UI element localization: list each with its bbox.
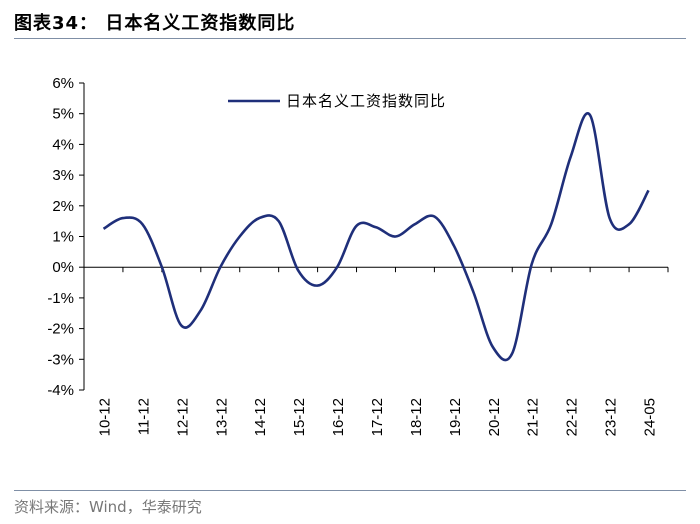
chart-legend: 日本名义工资指数同比 [228,92,446,110]
x-tick-label: 21-12 [525,398,542,436]
y-tick-label: 3% [52,167,74,184]
x-tick-label: 13-12 [213,398,230,436]
chart-ticks: -4% -3% -2% -1% 0% 1% 2% 3% 4% 5% 6% 10-12 11-12 12-1… [47,75,669,436]
y-tick-label: -1% [47,290,74,307]
x-tick-label: 12-12 [174,398,191,436]
x-tick-label: 22-12 [564,398,581,436]
title-divider [14,38,686,39]
x-tick-label: 18-12 [408,398,425,436]
x-tick-label: 11-12 [135,398,152,435]
x-tick-label: 17-12 [369,398,386,436]
y-tick-label: 4% [52,136,74,153]
x-tick-label: 19-12 [447,398,464,436]
y-tick-label: 2% [52,198,74,215]
footer-divider [14,490,686,491]
y-tick-label: -4% [47,382,74,399]
figure-title: 图表34： 日本名义工资指数同比 [14,13,296,34]
line-chart: -4% -3% -2% -1% 0% 1% 2% 3% 4% 5% 6% 10-12 11-12 12-1… [47,75,669,436]
source-note: 资料来源：Wind，华泰研究 [14,498,202,516]
chart-series [102,112,650,362]
series-line [102,112,650,362]
x-tick-label: 10-12 [96,398,113,436]
x-tick-label: 14-12 [252,398,269,436]
x-tick-label: 20-12 [486,398,503,436]
y-tick-label: -2% [47,321,74,338]
y-tick-label: 6% [52,75,74,92]
x-tick-label: 16-12 [330,398,347,436]
x-tick-label: 24-05 [642,398,659,436]
y-tick-label: 5% [52,106,74,123]
x-tick-label: 23-12 [603,398,620,436]
y-tick-label: -3% [47,351,74,368]
y-tick-label: 1% [52,229,74,246]
y-tick-label: 0% [52,259,74,276]
x-tick-label: 15-12 [291,398,308,436]
legend-label: 日本名义工资指数同比 [286,92,446,110]
